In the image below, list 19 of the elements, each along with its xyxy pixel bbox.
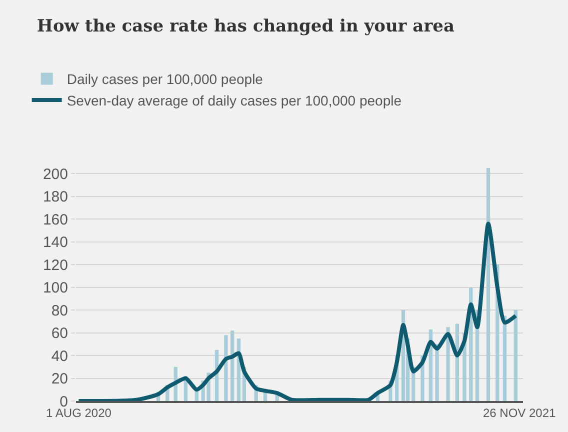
y-tick-label: 80	[51, 302, 68, 320]
bar	[230, 330, 234, 401]
x-tick-label: 1 AUG 2020	[46, 406, 112, 420]
y-tick-label: 140	[42, 234, 68, 252]
chart-title: How the case rate has changed in your area	[36, 16, 455, 36]
y-tick-label: 180	[42, 188, 68, 206]
legend-label: Seven-day average of daily cases per 100,000 people	[66, 92, 402, 108]
bar	[514, 310, 518, 401]
legend-label: Daily cases per 100,000 people	[66, 71, 264, 88]
x-tick-label: 26 NOV 2021	[482, 406, 556, 420]
y-tick-label: 200	[42, 166, 68, 183]
line-series	[76, 222, 518, 401]
y-tick-label: 40	[51, 348, 68, 365]
y-tick-label: 160	[42, 211, 68, 228]
y-tick-label: 120	[42, 256, 68, 274]
y-tick-label: 20	[51, 370, 68, 388]
bar	[446, 327, 450, 401]
y-tick-label: 100	[42, 280, 68, 297]
y-tick-label: 60	[51, 325, 68, 342]
